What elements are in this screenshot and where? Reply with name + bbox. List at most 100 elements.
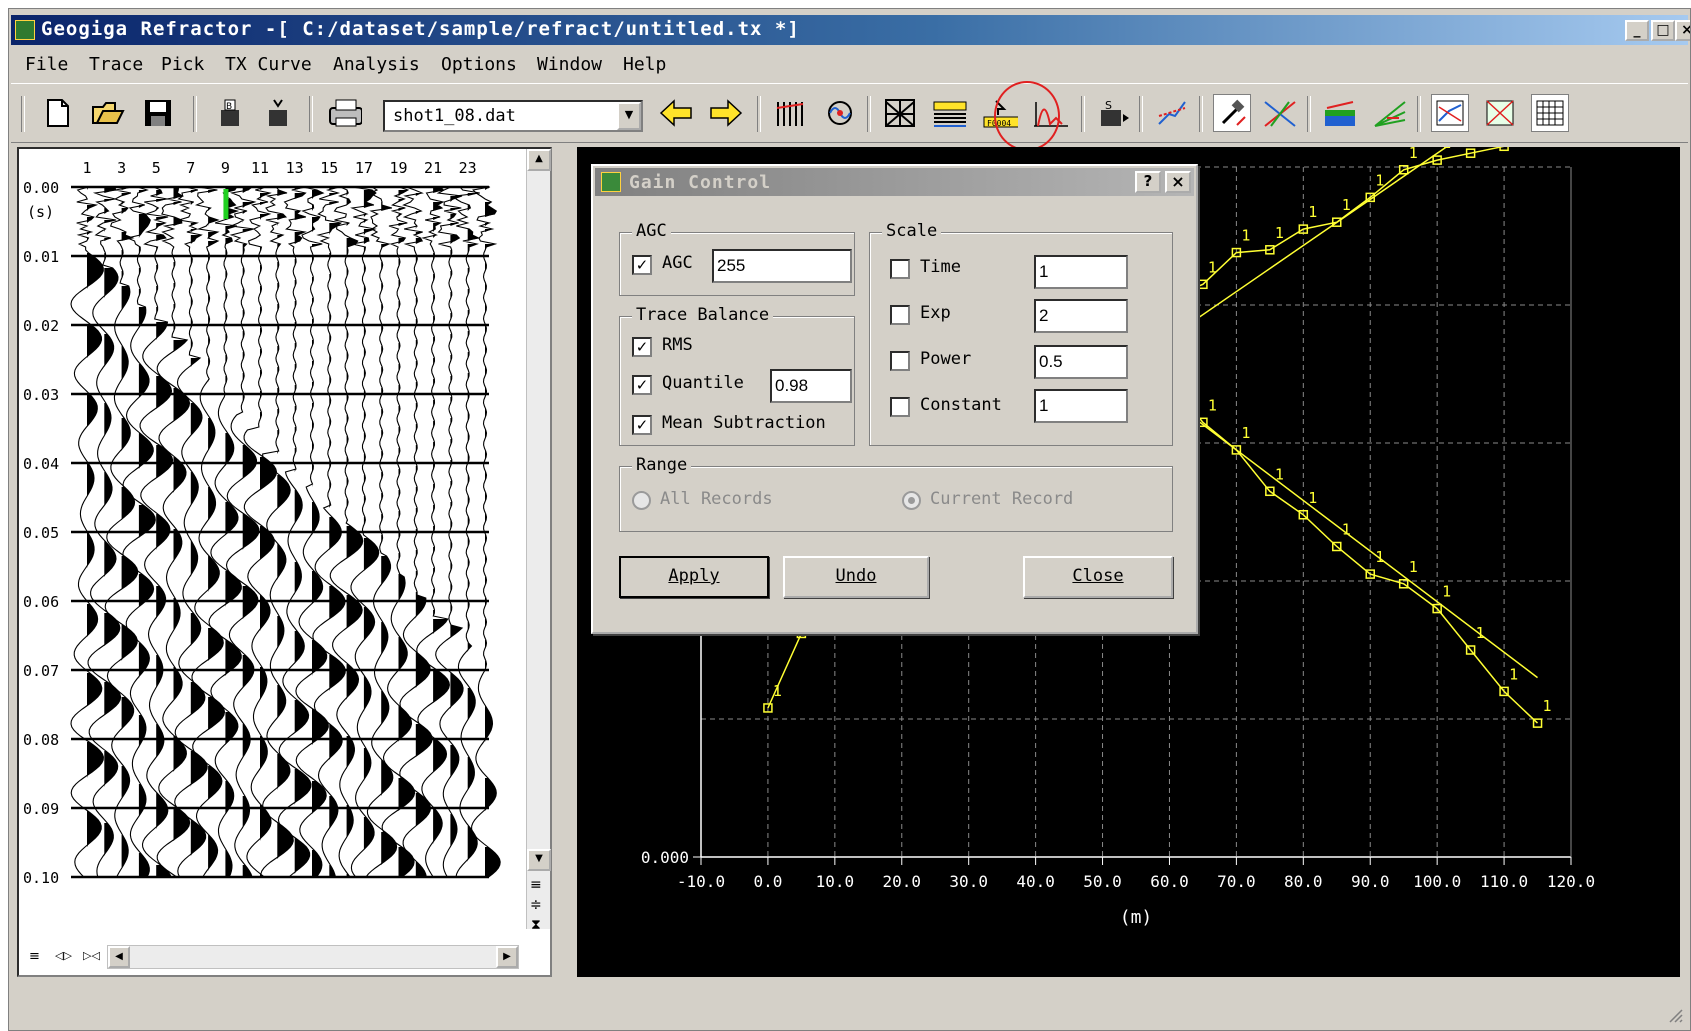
data-point-label: 1: [1509, 665, 1518, 683]
seismic-trace-fill: [485, 187, 501, 877]
constant-checkbox[interactable]: [890, 397, 910, 417]
maximize-button[interactable]: □: [1651, 20, 1675, 41]
data-point: [1332, 217, 1342, 227]
current-record-radio[interactable]: [902, 491, 921, 510]
dialog-title-bar[interactable]: Gain Control ? ×: [595, 168, 1194, 196]
shot-gather-icon[interactable]: [881, 94, 919, 132]
chevron-down-icon[interactable]: ▼: [617, 102, 641, 130]
chart-view-icon[interactable]: [1431, 94, 1469, 132]
mean-subtraction-checkbox[interactable]: ✓: [632, 415, 652, 435]
zoom-vertical-icon[interactable]: ≑: [530, 897, 542, 913]
time-checkbox[interactable]: [890, 259, 910, 279]
menu-help[interactable]: Help: [623, 54, 667, 75]
seismic-trace-fill: [242, 187, 259, 877]
scroll-down-button[interactable]: ▼: [527, 849, 551, 871]
save-icon[interactable]: [139, 94, 177, 132]
trace-number-label: 19: [389, 159, 407, 177]
close-button[interactable]: Close: [1023, 556, 1173, 598]
data-point: [1499, 686, 1509, 697]
quantile-input[interactable]: 0.98: [770, 369, 852, 403]
undo-button[interactable]: Undo: [783, 556, 929, 598]
agc-input[interactable]: 255: [712, 249, 852, 283]
seismic-trace-fill: [104, 187, 121, 856]
cross-lines-icon[interactable]: [1261, 94, 1299, 132]
new-file-icon[interactable]: [39, 94, 77, 132]
next-arrow-icon[interactable]: [707, 94, 745, 132]
time-tick-label: 0.00: [23, 179, 59, 197]
resize-grip-icon[interactable]: [1666, 1006, 1684, 1024]
first-break-marker: [223, 189, 229, 219]
seismic-trace-fill: [346, 190, 363, 877]
seismic-trace-fill: [312, 190, 329, 877]
exp-input[interactable]: 2: [1034, 299, 1128, 333]
menu-analysis[interactable]: Analysis: [333, 54, 420, 75]
seismic-trace-view[interactable]: 0.00 0.01 0.02 0.03 0.04 0.05 0.06 0.07 0.08 0.09…: [17, 147, 552, 977]
menu-window[interactable]: Window: [537, 54, 603, 75]
minimize-button[interactable]: _: [1625, 20, 1649, 41]
toolbar-separator: [757, 96, 761, 132]
all-records-radio[interactable]: [632, 491, 651, 510]
seismic-trace-fill: [381, 202, 397, 865]
quantile-checkbox[interactable]: ✓: [632, 375, 652, 395]
prev-arrow-icon[interactable]: [657, 94, 695, 132]
trace-display-icon[interactable]: [771, 94, 809, 132]
scroll-left-button[interactable]: ◀: [108, 946, 130, 968]
print-icon[interactable]: [325, 94, 363, 132]
seismic-trace-fill: [450, 196, 464, 847]
line-fit-icon[interactable]: [1153, 94, 1191, 132]
wave-settings-icon[interactable]: [821, 94, 859, 132]
h-zoom-list-icon[interactable]: ≡: [29, 949, 40, 964]
data-point-label: 1: [1409, 558, 1418, 576]
scroll-up-button[interactable]: ▲: [527, 149, 551, 171]
constant-input[interactable]: 1: [1034, 389, 1128, 423]
trace-number-label: 7: [186, 159, 195, 177]
exp-checkbox[interactable]: [890, 305, 910, 325]
constant-label: Constant: [920, 395, 1002, 415]
layer-display-icon[interactable]: [931, 94, 969, 132]
horizontal-scrollbar[interactable]: ≡ ◁▷ ▷◁ ◀ ▶: [19, 939, 524, 975]
grid-view-icon[interactable]: [1481, 94, 1519, 132]
menu-tx-curve[interactable]: TX Curve: [225, 54, 312, 75]
menu-file[interactable]: File: [25, 54, 69, 75]
menu-options[interactable]: Options: [441, 54, 517, 75]
seismic-canvas[interactable]: 0.00 0.01 0.02 0.03 0.04 0.05 0.06 0.07 0.08 0.09…: [19, 149, 550, 975]
close-button-label: Close: [1072, 566, 1124, 586]
seismic-trace-fill: [225, 187, 242, 877]
rms-checkbox[interactable]: ✓: [632, 337, 652, 357]
table-grid-icon[interactable]: [1531, 94, 1569, 132]
menu-pick[interactable]: Pick: [161, 54, 205, 75]
save-settings-icon[interactable]: S: [1095, 94, 1133, 132]
h-zoom-expand-icon[interactable]: ◁▷: [55, 949, 72, 962]
power-checkbox[interactable]: [890, 351, 910, 371]
apply-button[interactable]: Apply: [619, 556, 769, 598]
open-folder-icon[interactable]: [89, 94, 127, 132]
zoom-list-icon[interactable]: ≡: [530, 877, 542, 893]
seismic-trace-fill: [190, 190, 208, 856]
close-button[interactable]: ×: [1675, 20, 1690, 41]
vertical-scrollbar[interactable]: ▲ ▼ ≡ ≑ ⧗: [526, 149, 551, 933]
agc-checkbox[interactable]: ✓: [632, 255, 652, 275]
seismic-trace: [471, 186, 501, 878]
dialog-close-x-button[interactable]: ×: [1165, 171, 1191, 193]
time-input[interactable]: 1: [1034, 255, 1128, 289]
export-a-icon[interactable]: B: [211, 94, 249, 132]
power-input[interactable]: 0.5: [1034, 345, 1128, 379]
h-zoom-shrink-icon[interactable]: ▷◁: [83, 949, 100, 962]
toolbar-separator: [193, 96, 197, 132]
hammer-icon[interactable]: [1213, 94, 1251, 132]
title-bar[interactable]: Geogiga Refractor -[ C:/dataset/sample/r…: [11, 15, 1690, 45]
x-tick-label: 80.0: [1284, 872, 1323, 891]
dialog-help-button[interactable]: ?: [1135, 171, 1161, 193]
scroll-right-button[interactable]: ▶: [496, 946, 518, 968]
data-point-label: 1: [1208, 396, 1217, 414]
zoom-fit-icon[interactable]: ⧗: [531, 917, 541, 933]
x-tick-label: 70.0: [1217, 872, 1256, 891]
fan-lines-icon[interactable]: [1371, 94, 1409, 132]
h-scroll-track[interactable]: ◀ ▶: [107, 945, 519, 969]
layers-icon[interactable]: [1321, 94, 1359, 132]
main-window: Geogiga Refractor -[ C:/dataset/sample/r…: [8, 8, 1691, 1031]
record-file-select[interactable]: shot1_08.dat ▼: [383, 100, 643, 132]
menu-trace[interactable]: Trace: [89, 54, 144, 75]
export-b-icon[interactable]: [259, 94, 297, 132]
trace-number-label: 23: [459, 159, 477, 177]
